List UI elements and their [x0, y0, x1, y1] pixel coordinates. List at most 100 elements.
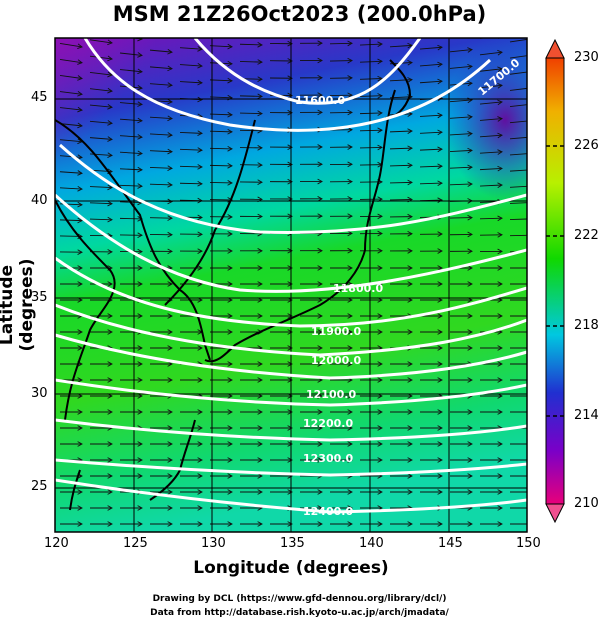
wind-arrowhead	[407, 248, 413, 254]
wind-arrowhead	[227, 441, 233, 447]
wind-arrowhead	[377, 213, 383, 220]
wind-arrow	[179, 64, 203, 67]
wind-arrow	[149, 66, 173, 70]
wind-arrowhead	[137, 38, 143, 42]
wind-arrowhead	[167, 115, 173, 122]
wind-arrowhead	[167, 198, 173, 205]
wind-arrowhead	[77, 377, 83, 383]
wind-arrow	[449, 217, 473, 219]
wind-arrowhead	[437, 377, 443, 383]
wind-arrowhead	[287, 345, 293, 351]
contour-label-11600: 11600.0	[295, 94, 345, 107]
wind-arrowhead	[527, 37, 532, 42]
wind-arrowhead	[77, 59, 83, 65]
wind-arrowhead	[167, 521, 173, 527]
wind-arrowhead	[437, 78, 443, 85]
wind-arrowhead	[167, 361, 173, 367]
wind-arrowhead	[137, 183, 143, 189]
wind-arrowhead	[467, 114, 473, 120]
wind-arrowhead	[227, 489, 233, 495]
wind-arrow	[330, 26, 352, 27]
wind-arrowhead	[377, 425, 383, 431]
wind-arrowhead	[317, 109, 323, 116]
wind-arrowhead	[497, 521, 503, 527]
wind-arrowhead	[467, 147, 473, 154]
wind-arrowhead	[287, 489, 293, 495]
wind-arrow	[389, 130, 413, 133]
colorbar	[545, 38, 565, 524]
wind-arrowhead	[527, 53, 532, 58]
wind-arrowhead	[107, 184, 113, 191]
wind-arrowhead	[317, 521, 323, 527]
wind-arrowhead	[437, 425, 443, 431]
wind-arrowhead	[167, 441, 173, 447]
wind-arrowhead	[528, 394, 532, 399]
wind-arrowhead	[287, 457, 293, 463]
wind-arrowhead	[257, 179, 263, 185]
wind-arrow	[149, 133, 173, 136]
wind-arrowhead	[197, 180, 203, 187]
wind-arrowhead	[528, 249, 532, 254]
wind-arrowhead	[407, 361, 413, 367]
wind-arrowhead	[227, 281, 233, 287]
wind-arrowhead	[197, 62, 203, 69]
credit-data: Data from http://database.rish.kyoto-u.a…	[150, 608, 449, 618]
wind-arrowhead	[528, 266, 532, 271]
wind-arrowhead	[437, 409, 443, 415]
x-tick-label: 135	[280, 536, 305, 551]
wind-arrowhead	[377, 441, 383, 447]
wind-arrowhead	[437, 457, 443, 463]
wind-arrow	[389, 79, 413, 82]
wind-arrowhead	[527, 151, 532, 156]
wind-arrow	[119, 52, 143, 56]
wind-arrowhead	[437, 361, 443, 367]
wind-arrowhead	[227, 313, 233, 319]
wind-arrowhead	[528, 490, 532, 495]
wind-arrowhead	[347, 75, 353, 81]
wind-arrowhead	[317, 75, 323, 81]
wind-arrowhead	[107, 104, 113, 110]
wind-arrowhead	[107, 152, 113, 158]
x-tick-label: 145	[438, 536, 463, 551]
wind-arrow	[119, 184, 143, 187]
wind-arrowhead	[287, 265, 293, 271]
wind-arrow	[419, 165, 443, 168]
wind-arrowhead	[528, 426, 532, 431]
wind-arrowhead	[107, 489, 113, 495]
wind-arrowhead	[467, 489, 473, 495]
wind-arrow	[509, 169, 527, 172]
wind-arrowhead	[377, 361, 383, 367]
wind-arrow	[119, 118, 143, 122]
wind-arrowhead	[497, 441, 503, 447]
wind-arrowhead	[137, 521, 143, 527]
wind-arrow	[449, 99, 473, 103]
wind-arrowhead	[407, 145, 413, 152]
wind-arrowhead	[197, 473, 203, 479]
wind-arrowhead	[257, 313, 263, 319]
wind-arrowhead	[527, 119, 532, 124]
wind-arrowhead	[107, 361, 113, 367]
wind-arrow	[479, 134, 503, 138]
wind-arrowhead	[467, 377, 473, 383]
wind-arrowhead	[197, 409, 203, 415]
wind-arrowhead	[77, 91, 83, 97]
cold-region-nw	[55, 38, 195, 208]
wind-arrowhead	[107, 521, 113, 527]
wind-arrow	[150, 33, 172, 35]
wind-arrowhead	[137, 345, 143, 351]
wind-arrowhead	[167, 409, 173, 415]
wind-arrowhead	[377, 521, 383, 527]
wind-arrowhead	[107, 136, 113, 142]
wind-arrowhead	[137, 84, 143, 91]
wind-arrowhead	[407, 425, 413, 431]
wind-arrowhead	[407, 409, 413, 415]
wind-arrow	[449, 166, 473, 169]
wind-arrowhead	[107, 505, 113, 511]
wind-arrowhead	[258, 25, 262, 30]
wind-arrowhead	[257, 93, 263, 100]
wind-arrow	[119, 102, 143, 105]
contour-label-12200: 12200.0	[303, 417, 353, 430]
wind-arrowhead	[467, 345, 473, 351]
wind-arrowhead	[287, 377, 293, 383]
wind-arrowhead	[528, 378, 532, 383]
